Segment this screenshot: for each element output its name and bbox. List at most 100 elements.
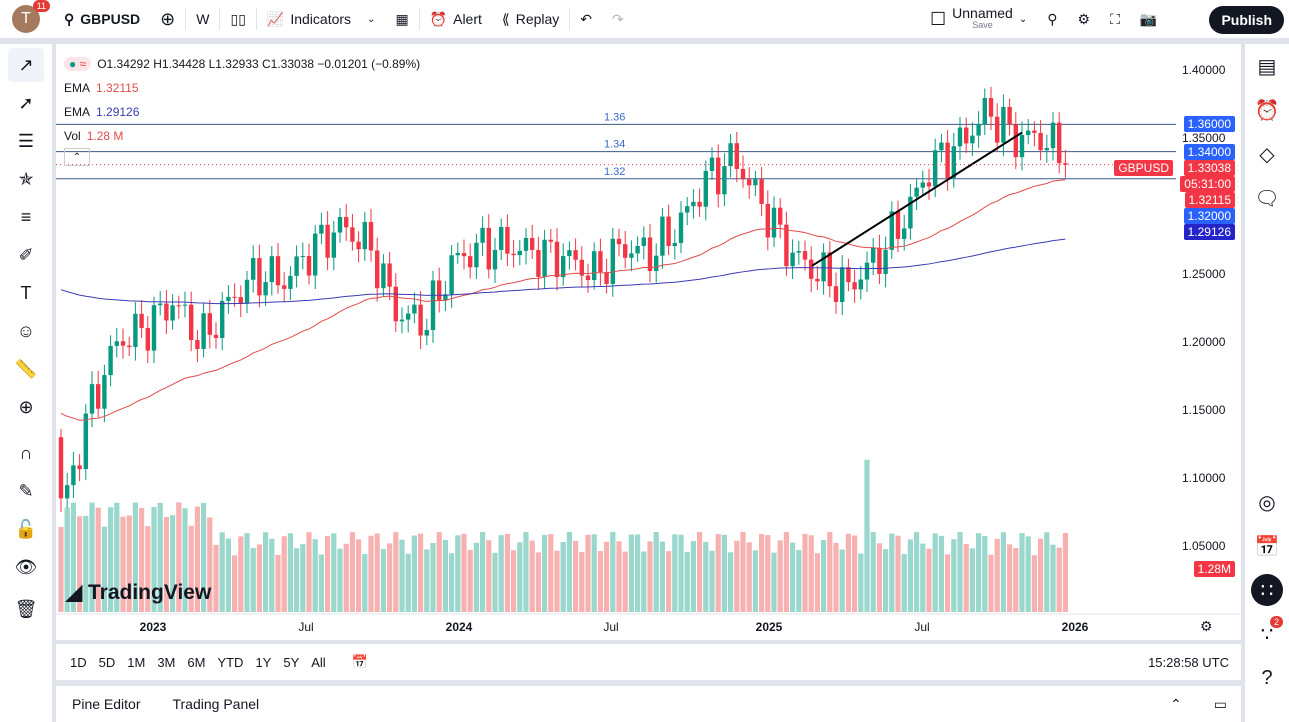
candle-body	[666, 216, 671, 247]
quick-search-button[interactable]: ⚲	[1037, 0, 1067, 38]
volume-bar	[814, 553, 820, 612]
candle-body	[523, 237, 529, 251]
volume-bar	[244, 533, 250, 612]
chat-icon[interactable]: 🗨	[1254, 187, 1280, 210]
pattern-icon[interactable]: ✯	[18, 168, 34, 189]
templates-button[interactable]: ▦	[385, 0, 418, 38]
candle-body	[833, 286, 839, 303]
range-1y[interactable]: 1Y	[255, 654, 272, 670]
trash-icon[interactable]: 🗑	[14, 598, 38, 619]
indicators-button[interactable]: 📈 Indicators ⌄	[266, 10, 376, 28]
text-icon[interactable]: T	[20, 282, 32, 303]
candle-body	[368, 221, 374, 251]
snapshot-button[interactable]: 📷	[1130, 0, 1167, 38]
candle-body	[864, 262, 870, 280]
volume-bar	[771, 552, 777, 612]
symbol-search[interactable]: ⚲ GBPUSD	[64, 10, 141, 28]
layers-icon[interactable]: ◇	[1259, 143, 1275, 166]
range-5d[interactable]: 5D	[98, 654, 116, 670]
volume-bar	[1025, 536, 1031, 612]
trading-panel-tab[interactable]: Trading Panel	[172, 696, 260, 712]
candle-body	[325, 224, 330, 258]
candle-body	[939, 142, 944, 151]
candle-body	[356, 241, 361, 250]
replay-button[interactable]: ⟪ Replay	[501, 10, 560, 28]
clock[interactable]: 15:28:58 UTC	[1148, 654, 1229, 670]
maximize-icon[interactable]: ▭	[1213, 695, 1227, 712]
range-1d[interactable]: 1D	[70, 654, 87, 670]
volume-bar	[746, 542, 752, 612]
chart-settings-icon[interactable]: ⚙	[1200, 618, 1213, 634]
candle-body	[716, 157, 721, 195]
signal-icon[interactable]: ∵ 2	[1245, 612, 1289, 656]
fib-icon[interactable]: ☰	[17, 130, 35, 151]
volume-bar	[517, 542, 523, 612]
emoji-icon[interactable]: ☺	[16, 320, 36, 341]
candle-body	[313, 233, 318, 276]
calendar-icon[interactable]: 📅	[1254, 535, 1280, 558]
watchlist-icon[interactable]: ▤	[1257, 55, 1277, 78]
range-3m[interactable]: 3M	[157, 654, 176, 670]
chart-pane[interactable]: 1.36 1.34 1.32 1.40000 1.35000 1.25000 1.20000…	[56, 44, 1241, 640]
volume-bar	[77, 516, 83, 612]
candle-body	[821, 252, 826, 282]
candle-body	[883, 249, 888, 274]
range-all[interactable]: All	[311, 654, 326, 670]
volume-bar	[1000, 532, 1006, 612]
zoom-icon[interactable]: ⊕	[18, 396, 34, 417]
trendline-icon[interactable]: ➚	[18, 92, 34, 113]
candle-body	[1013, 124, 1018, 158]
lock-drawing-icon[interactable]: ✎	[18, 480, 34, 501]
volume-bar	[678, 534, 684, 612]
volume-bar	[318, 554, 324, 612]
candle-body	[697, 201, 702, 207]
date-range-icon[interactable]: 📅	[351, 654, 368, 669]
help-icon[interactable]: ?	[1261, 666, 1273, 689]
alarm-clock-icon[interactable]: ⏰	[1254, 99, 1280, 122]
volume-bar	[845, 533, 851, 612]
candle-body	[344, 217, 349, 228]
ruler-icon[interactable]: 📏	[14, 358, 38, 379]
eye-icon[interactable]: 👁	[14, 556, 38, 577]
brush-icon[interactable]: ✐	[18, 244, 34, 265]
range-ytd[interactable]: YTD	[217, 654, 244, 670]
interval-button[interactable]: W	[196, 11, 210, 27]
candle-body	[213, 334, 219, 339]
forecast-icon[interactable]: ≡	[20, 206, 32, 227]
volume-bar	[765, 535, 771, 612]
fullscreen-button[interactable]: ⛶	[1100, 0, 1130, 38]
chart-type-button[interactable]: ▯▯	[220, 0, 255, 38]
apps-icon[interactable]: ∷	[1245, 568, 1289, 612]
magnet-icon[interactable]: ∩	[19, 442, 33, 463]
price-chart[interactable]: 1.36 1.34 1.32 1.40000 1.35000 1.25000 1.20000…	[56, 44, 1241, 640]
candle-body	[337, 217, 343, 233]
candle-body	[139, 313, 144, 328]
ohlc-values: O1.34292 H1.34428 L1.32933 C1.33038 −0.0…	[97, 57, 421, 71]
volume-bar	[492, 552, 498, 612]
range-6m[interactable]: 6M	[187, 654, 206, 670]
redo-button[interactable]: ↷	[602, 0, 634, 38]
price-axis-label: 1.34000	[1183, 144, 1235, 160]
volume-bar	[467, 549, 473, 612]
range-5y[interactable]: 5Y	[283, 654, 300, 670]
range-bar: 1D 5D 1M 3M 6M YTD 1Y 5Y All 📅 15:28:58 …	[56, 644, 1241, 680]
lock-icon[interactable]: 🔓	[14, 518, 38, 539]
publish-button[interactable]: Publish	[1209, 6, 1284, 34]
candle-body	[840, 267, 845, 303]
undo-button[interactable]: ↶	[570, 0, 602, 38]
layout-button[interactable]: ☐ Unnamed Save ⌄	[930, 5, 1028, 30]
chevron-down-icon: ⌄	[1018, 13, 1028, 25]
alert-button[interactable]: ⏰ Alert	[429, 10, 482, 28]
volume-bar	[821, 540, 827, 612]
chevron-up-icon[interactable]: ⌃	[1170, 695, 1182, 712]
settings-button[interactable]: ⚙	[1068, 0, 1101, 38]
avatar[interactable]: T 11	[12, 0, 50, 33]
cursor-icon[interactable]: ↗	[8, 48, 44, 82]
pine-editor-tab[interactable]: Pine Editor	[72, 696, 141, 712]
collapse-legend-button[interactable]: ⌃	[64, 148, 90, 166]
target-icon[interactable]: ◎	[1258, 491, 1276, 514]
compare-button[interactable]: ⊕	[150, 0, 185, 38]
volume-bar	[666, 551, 672, 612]
candle-body	[127, 345, 132, 347]
range-1m[interactable]: 1M	[127, 654, 146, 670]
